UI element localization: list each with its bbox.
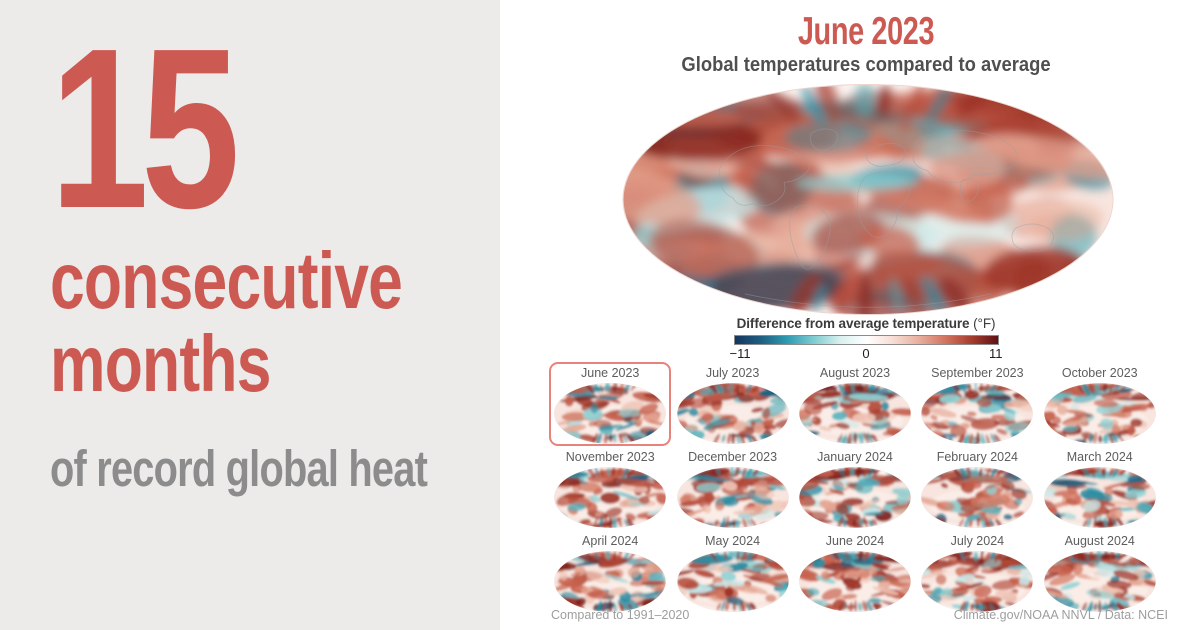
- mini-map-label: August 2023: [819, 366, 891, 380]
- mini-map-cell-march-2024: March 2024: [1039, 446, 1161, 530]
- mini-world-map: [1043, 382, 1156, 444]
- footnote-baseline: Compared to 1991–2020: [551, 608, 690, 622]
- mini-map-cell-july-2024: July 2024: [916, 530, 1038, 614]
- mini-world-map: [554, 550, 667, 612]
- legend-min-tick: −11: [729, 346, 751, 361]
- headline-number: 15: [50, 2, 240, 256]
- legend-unit-label: (°F): [969, 316, 996, 331]
- mini-map-label: April 2024: [582, 534, 639, 548]
- mini-map-label: June 2024: [825, 534, 885, 548]
- mini-map-cell-october-2023: October 2023: [1039, 362, 1161, 446]
- mini-world-map: [799, 466, 911, 528]
- map-subtitle: Global temperatures compared to average: [681, 54, 1051, 76]
- mini-world-map: [1043, 550, 1156, 612]
- legend-colorbar: [733, 335, 999, 345]
- mini-map-cell-december-2023: December 2023: [671, 446, 793, 530]
- headline-word-consecutive: consecutive: [50, 235, 403, 325]
- footnote-credit: Climate.gov/NOAA NNVL / Data: NCEI: [953, 608, 1168, 622]
- mini-map-label: November 2023: [565, 450, 655, 464]
- mini-world-map: [799, 382, 911, 444]
- mini-map-cell-april-2024: April 2024: [549, 530, 671, 614]
- legend-mid-tick: 0: [862, 346, 870, 361]
- mini-map-cell-june-2024: June 2024: [794, 530, 916, 614]
- mini-world-map: [921, 466, 1034, 528]
- mini-world-map: [676, 466, 789, 528]
- mini-map-cell-july-2023: July 2023: [671, 362, 793, 446]
- mini-map-cell-january-2024: January 2024: [794, 446, 916, 530]
- mini-world-map: [1043, 466, 1156, 528]
- mini-map-cell-august-2023: August 2023: [794, 362, 916, 446]
- map-panel-content: June 2023 Global temperatures compared t…: [532, 0, 1200, 630]
- mini-map-label: August 2024: [1064, 534, 1135, 548]
- mini-map-label: January 2024: [817, 450, 893, 464]
- main-world-map: [622, 84, 1114, 315]
- legend-ticks: −11 0 11: [730, 346, 1003, 362]
- mini-map-cell-june-2023: June 2023: [549, 362, 672, 446]
- headline-block: 15 consecutive months of record global h…: [50, 2, 428, 497]
- mini-map-label: February 2024: [936, 450, 1019, 464]
- headline-word-months: months: [50, 319, 271, 409]
- mini-world-map: [921, 550, 1034, 612]
- mini-map-label: May 2024: [705, 534, 761, 548]
- mini-map-label: March 2024: [1066, 450, 1133, 464]
- mini-world-map: [554, 382, 667, 444]
- mini-map-label: July 2024: [950, 534, 1005, 548]
- map-title: June 2023: [797, 10, 935, 53]
- mini-map-cell-september-2023: September 2023: [916, 362, 1038, 446]
- mini-map-cell-august-2024: August 2024: [1039, 530, 1161, 614]
- mini-map-label: June 2023: [581, 366, 640, 380]
- mini-map-label: December 2023: [688, 450, 778, 464]
- color-legend: Difference from average temperature (°F)…: [532, 316, 1200, 362]
- mini-map-label: July 2023: [705, 366, 760, 380]
- small-multiples-grid: June 2023 July 2023 August 2023 September 2…: [549, 362, 1161, 614]
- mini-world-map: [676, 550, 789, 612]
- mini-map-cell-november-2023: November 2023: [549, 446, 671, 530]
- mini-world-map: [799, 550, 911, 612]
- mini-map-label: September 2023: [931, 366, 1024, 380]
- legend-title-text: Difference from average temperature: [736, 316, 970, 331]
- legend-max-tick: 11: [989, 346, 1003, 361]
- headline-subtext: of record global heat: [50, 439, 428, 497]
- mini-map-cell-february-2024: February 2024: [916, 446, 1038, 530]
- mini-world-map: [554, 466, 667, 528]
- legend-title: Difference from average temperature (°F): [532, 316, 1200, 331]
- headline-panel: 15 consecutive months of record global h…: [0, 0, 500, 630]
- legend-colorbar-wrap: −11 0 11: [730, 335, 1003, 362]
- mini-map-cell-may-2024: May 2024: [671, 530, 793, 614]
- map-panel: June 2023 Global temperatures compared t…: [500, 0, 1200, 630]
- mini-map-label: October 2023: [1061, 366, 1138, 380]
- mini-world-map: [921, 382, 1034, 444]
- mini-world-map: [676, 382, 789, 444]
